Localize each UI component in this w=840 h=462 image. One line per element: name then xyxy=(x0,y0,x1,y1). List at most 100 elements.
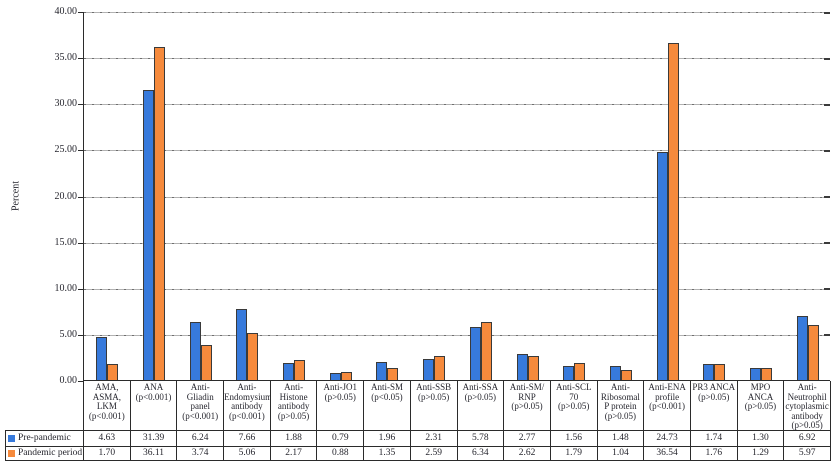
category-label: Anti-JO1 (p>0.05) xyxy=(316,381,363,430)
y-axis-tick-mark xyxy=(78,196,83,198)
bar-pandemic-period xyxy=(247,333,259,380)
y-axis-tick-mark xyxy=(78,288,83,290)
bar-pandemic-period xyxy=(760,368,772,380)
value-cell: 1.04 xyxy=(596,445,644,460)
category-label: Anti-Histone antibody (p>0.05) xyxy=(269,381,317,430)
bar-pre-pandemic xyxy=(96,337,108,380)
gridline xyxy=(84,334,830,336)
category-label: PR3 ANCA (p>0.05) xyxy=(689,381,737,430)
bar-pre-pandemic xyxy=(703,364,715,380)
bar-pandemic-period xyxy=(714,364,726,380)
value-cell: 5.78 xyxy=(456,431,504,446)
right-tick-mark xyxy=(824,196,830,198)
category-label: Anti- Neutrophil cytoplasmic antibody (p… xyxy=(783,381,830,430)
value-cell: 36.54 xyxy=(643,445,690,460)
category-label: Anti-SM (p<0.05) xyxy=(363,381,410,430)
category-label: ANA (p<0.001) xyxy=(129,381,177,430)
y-tick-label: 20.00 xyxy=(54,190,78,202)
value-cell: 2.59 xyxy=(409,445,457,460)
value-cell: 1.29 xyxy=(736,445,784,460)
bar-pre-pandemic xyxy=(563,366,575,380)
legend-label: Pre-pandemic xyxy=(18,433,71,444)
y-tick-label: 25.00 xyxy=(54,144,78,156)
bar-pandemic-period xyxy=(294,360,306,380)
right-tick-mark xyxy=(824,288,830,291)
right-tick-mark xyxy=(824,149,830,152)
y-axis-title: Percent xyxy=(10,181,22,211)
bar-pandemic-period xyxy=(574,363,586,380)
bar-pre-pandemic xyxy=(516,354,528,380)
value-cell: 1.76 xyxy=(689,445,737,460)
value-cell: 24.73 xyxy=(643,431,690,446)
category-label: Anti-SCL 70 (p>0.05) xyxy=(549,381,597,430)
bar-pre-pandemic xyxy=(796,316,808,380)
legend-item-pandemic-period: Pandemic period xyxy=(6,445,83,461)
bar-pandemic-period xyxy=(434,356,446,380)
y-axis-tick-mark xyxy=(78,150,83,152)
value-cell: 1.79 xyxy=(549,445,597,460)
legend-label: Pandemic period xyxy=(18,448,83,459)
gridline xyxy=(84,12,830,13)
bar-pre-pandemic xyxy=(749,368,761,380)
value-cell: 31.39 xyxy=(129,431,177,446)
gridline xyxy=(84,150,830,152)
y-tick-label: 35.00 xyxy=(54,52,78,64)
legend-item-pre-pandemic: Pre-pandemic xyxy=(6,431,83,446)
value-cell: 1.56 xyxy=(549,431,597,446)
y-tick-label: 10.00 xyxy=(54,282,78,294)
bar-pre-pandemic xyxy=(609,366,621,380)
y-tick-label: 0.00 xyxy=(59,375,78,386)
value-cell: 2.62 xyxy=(503,445,550,460)
bar-pandemic-period xyxy=(620,370,632,380)
value-cell: 1.35 xyxy=(363,445,410,460)
value-cell: 1.30 xyxy=(736,431,784,446)
value-cell: 36.11 xyxy=(129,445,177,460)
y-tick-label: 5.00 xyxy=(59,328,78,340)
value-cell: 4.63 xyxy=(83,431,130,446)
right-tick-mark xyxy=(824,57,830,60)
gridline xyxy=(84,58,830,60)
bar-pandemic-period xyxy=(387,368,399,380)
right-tick-mark xyxy=(824,11,830,14)
value-cell: 2.31 xyxy=(409,431,457,446)
category-label: Anti-SM/ RNP (p>0.05) xyxy=(503,381,550,430)
bar-pandemic-period xyxy=(340,372,352,380)
right-tick-mark xyxy=(824,334,830,337)
legend-swatch xyxy=(8,434,15,442)
value-cell: 6.34 xyxy=(456,445,504,460)
bar-pandemic-period xyxy=(667,43,679,380)
y-axis-tick-mark xyxy=(78,12,83,13)
value-cell: 2.77 xyxy=(503,431,550,446)
bar-pre-pandemic xyxy=(469,327,481,380)
y-axis-tick-mark xyxy=(78,334,83,336)
value-cell: 2.17 xyxy=(269,445,317,460)
value-cell: 6.92 xyxy=(783,431,830,446)
gridline xyxy=(84,242,830,244)
value-cell: 7.66 xyxy=(223,431,270,446)
y-tick-label: 30.00 xyxy=(54,98,78,110)
value-cell: 0.88 xyxy=(316,445,364,460)
bar-pandemic-period xyxy=(200,345,212,380)
right-tick-mark xyxy=(824,103,830,106)
category-label: Anti- Endomysium antibody (p<0.001) xyxy=(223,381,270,430)
bar-pandemic-period xyxy=(480,322,492,380)
legend-value-table: Pre-pandemic 4.63 31.39 6.24 7.66 1.88 0.79 1.9… xyxy=(5,430,831,461)
category-label: MPO ANCA (p>0.05) xyxy=(736,381,784,430)
value-cell: 5.97 xyxy=(783,445,830,460)
y-axis-tick-mark xyxy=(78,58,83,60)
category-label: Anti-SSA (p>0.05) xyxy=(456,381,504,430)
plot-area xyxy=(78,11,830,382)
category-label: Anti-ENA profile (p<0.001) xyxy=(643,381,690,430)
category-label: Anti-Gliadin panel (p<0.001) xyxy=(176,381,223,430)
bar-pre-pandemic xyxy=(329,373,341,380)
bar-pandemic-period xyxy=(154,47,166,380)
bar-pandemic-period xyxy=(807,325,819,380)
bar-pre-pandemic xyxy=(283,363,295,380)
bar-pre-pandemic xyxy=(376,362,388,380)
value-cell: 1.74 xyxy=(689,431,737,446)
value-cell: 1.48 xyxy=(596,431,644,446)
value-cell: 1.96 xyxy=(363,431,410,446)
y-axis-tick-mark xyxy=(78,104,83,106)
category-label: Anti-SSB (p>0.05) xyxy=(409,381,457,430)
